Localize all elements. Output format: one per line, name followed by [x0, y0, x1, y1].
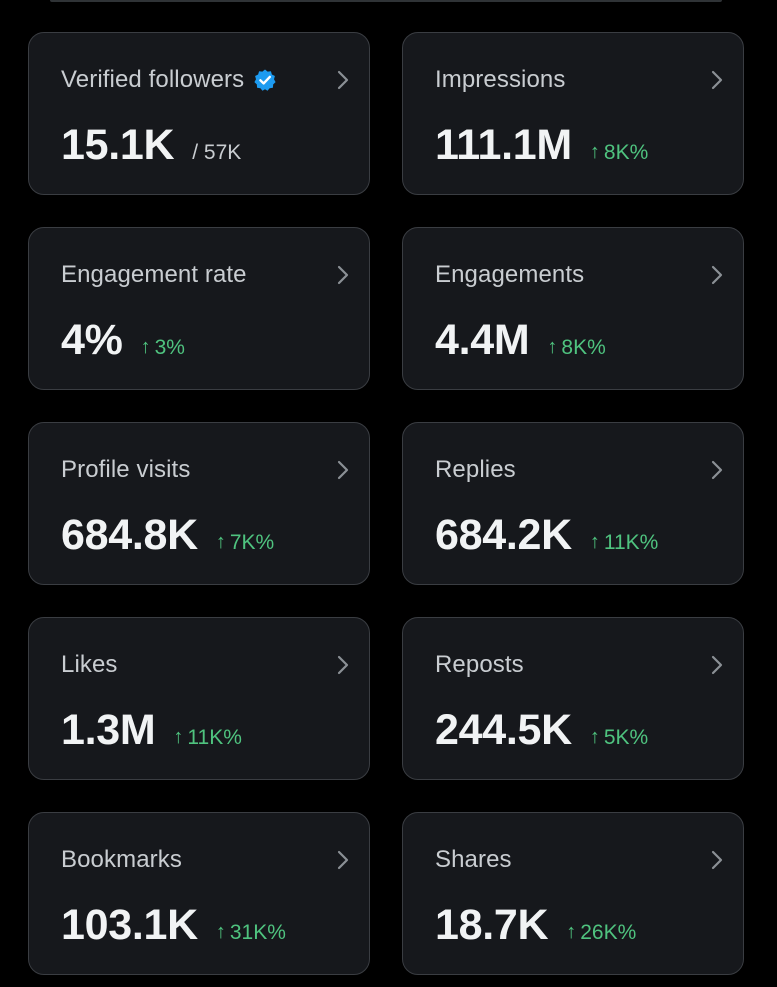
metric-change: ↑ 3% — [141, 336, 185, 360]
metric-value-row: 244.5K ↑ 5K% — [435, 706, 648, 755]
metric-total: / 57K — [192, 141, 242, 164]
metric-card-shares[interactable]: Shares 18.7K ↑ 26K% — [402, 812, 744, 975]
metric-value: 244.5K — [435, 706, 572, 754]
metric-label: Verified followers — [61, 66, 245, 93]
metric-label: Replies — [435, 456, 516, 483]
metric-label: Reposts — [435, 651, 524, 678]
up-arrow-icon: ↑ — [173, 726, 184, 748]
metric-label: Shares — [435, 846, 512, 873]
metric-label-row: Bookmarks — [61, 845, 182, 875]
metric-value: 103.1K — [61, 901, 198, 949]
metric-label-row: Shares — [435, 845, 512, 875]
metric-label: Engagements — [435, 261, 585, 288]
chevron-right-icon[interactable] — [707, 68, 727, 92]
metric-value: 684.2K — [435, 511, 572, 559]
metric-label-row: Likes — [61, 650, 118, 680]
verified-badge-icon — [253, 68, 277, 92]
metric-value-row: 15.1K / 57K — [61, 121, 241, 170]
metric-label: Profile visits — [61, 456, 191, 483]
metric-change-value: 3% — [154, 336, 185, 359]
chevron-right-icon[interactable] — [707, 458, 727, 482]
metric-value: 111.1M — [435, 121, 572, 169]
metrics-grid: Verified followers 15.1K / 57K Impressio… — [28, 32, 744, 975]
chevron-right-icon[interactable] — [333, 458, 353, 482]
metric-change: ↑ 11K% — [173, 726, 241, 750]
metric-card-bookmarks[interactable]: Bookmarks 103.1K ↑ 31K% — [28, 812, 370, 975]
metric-change-value: 5K% — [603, 726, 649, 749]
up-arrow-icon: ↑ — [140, 336, 151, 358]
metric-value-row: 18.7K ↑ 26K% — [435, 901, 636, 950]
metric-change: ↑ 5K% — [590, 726, 648, 750]
metric-change-value: 11K% — [187, 726, 242, 749]
up-arrow-icon: ↑ — [215, 531, 226, 553]
metric-label-row: Engagement rate — [61, 260, 247, 290]
metric-change-value: 11K% — [603, 531, 659, 554]
metric-label-row: Replies — [435, 455, 516, 485]
metric-card-likes[interactable]: Likes 1.3M ↑ 11K% — [28, 617, 370, 780]
metric-change: ↑ 8K% — [590, 141, 648, 165]
up-arrow-icon: ↑ — [215, 921, 226, 943]
metric-value-row: 103.1K ↑ 31K% — [61, 901, 286, 950]
chevron-right-icon[interactable] — [707, 653, 727, 677]
metric-change-value: 8K% — [561, 336, 606, 359]
metric-label: Likes — [61, 651, 118, 678]
chevron-right-icon[interactable] — [333, 68, 353, 92]
metric-value-row: 684.8K ↑ 7K% — [61, 511, 274, 560]
metric-label-row: Profile visits — [61, 455, 190, 485]
up-arrow-icon: ↑ — [589, 726, 600, 748]
metric-card-engagements[interactable]: Engagements 4.4M ↑ 8K% — [402, 227, 744, 390]
metric-change-value: 31K% — [229, 921, 286, 944]
metric-label: Bookmarks — [61, 846, 182, 873]
chevron-right-icon[interactable] — [333, 848, 353, 872]
metric-label-row: Impressions — [435, 65, 565, 95]
metric-change: ↑ 11K% — [590, 531, 658, 555]
metric-value: 4% — [61, 316, 123, 364]
metric-label-row: Verified followers — [61, 65, 277, 95]
chevron-right-icon[interactable] — [707, 263, 727, 287]
metric-value: 15.1K — [61, 121, 175, 169]
metric-change-value: 8K% — [603, 141, 649, 164]
top-divider — [50, 0, 722, 2]
up-arrow-icon: ↑ — [589, 531, 600, 553]
metric-value-row: 4% ↑ 3% — [61, 316, 185, 365]
metric-label: Impressions — [435, 66, 566, 93]
metric-card-engagement-rate[interactable]: Engagement rate 4% ↑ 3% — [28, 227, 370, 390]
chevron-right-icon[interactable] — [333, 653, 353, 677]
metric-card-impressions[interactable]: Impressions 111.1M ↑ 8K% — [402, 32, 744, 195]
metric-label-row: Reposts — [435, 650, 524, 680]
metric-value: 684.8K — [61, 511, 198, 559]
metric-value-row: 684.2K ↑ 11K% — [435, 511, 658, 560]
metric-value: 1.3M — [61, 706, 156, 754]
metric-value-row: 4.4M ↑ 8K% — [435, 316, 606, 365]
metric-card-replies[interactable]: Replies 684.2K ↑ 11K% — [402, 422, 744, 585]
up-arrow-icon: ↑ — [547, 336, 558, 358]
metric-change: ↑ 31K% — [216, 921, 286, 945]
metric-change: ↑ 26K% — [566, 921, 636, 945]
chevron-right-icon[interactable] — [707, 848, 727, 872]
metric-value-row: 1.3M ↑ 11K% — [61, 706, 242, 755]
metric-label: Engagement rate — [61, 261, 247, 288]
metric-change-value: 7K% — [229, 531, 275, 554]
metric-change-value: 26K% — [580, 921, 637, 944]
metric-card-reposts[interactable]: Reposts 244.5K ↑ 5K% — [402, 617, 744, 780]
up-arrow-icon: ↑ — [589, 141, 600, 163]
chevron-right-icon[interactable] — [333, 263, 353, 287]
metric-card-verified-followers[interactable]: Verified followers 15.1K / 57K — [28, 32, 370, 195]
metric-value-row: 111.1M ↑ 8K% — [435, 121, 648, 170]
metric-label-row: Engagements — [435, 260, 584, 290]
up-arrow-icon: ↑ — [566, 921, 577, 943]
metric-card-profile-visits[interactable]: Profile visits 684.8K ↑ 7K% — [28, 422, 370, 585]
metric-value: 4.4M — [435, 316, 530, 364]
metric-change: ↑ 7K% — [216, 531, 274, 555]
metric-change: ↑ 8K% — [547, 336, 605, 360]
metric-value: 18.7K — [435, 901, 549, 949]
